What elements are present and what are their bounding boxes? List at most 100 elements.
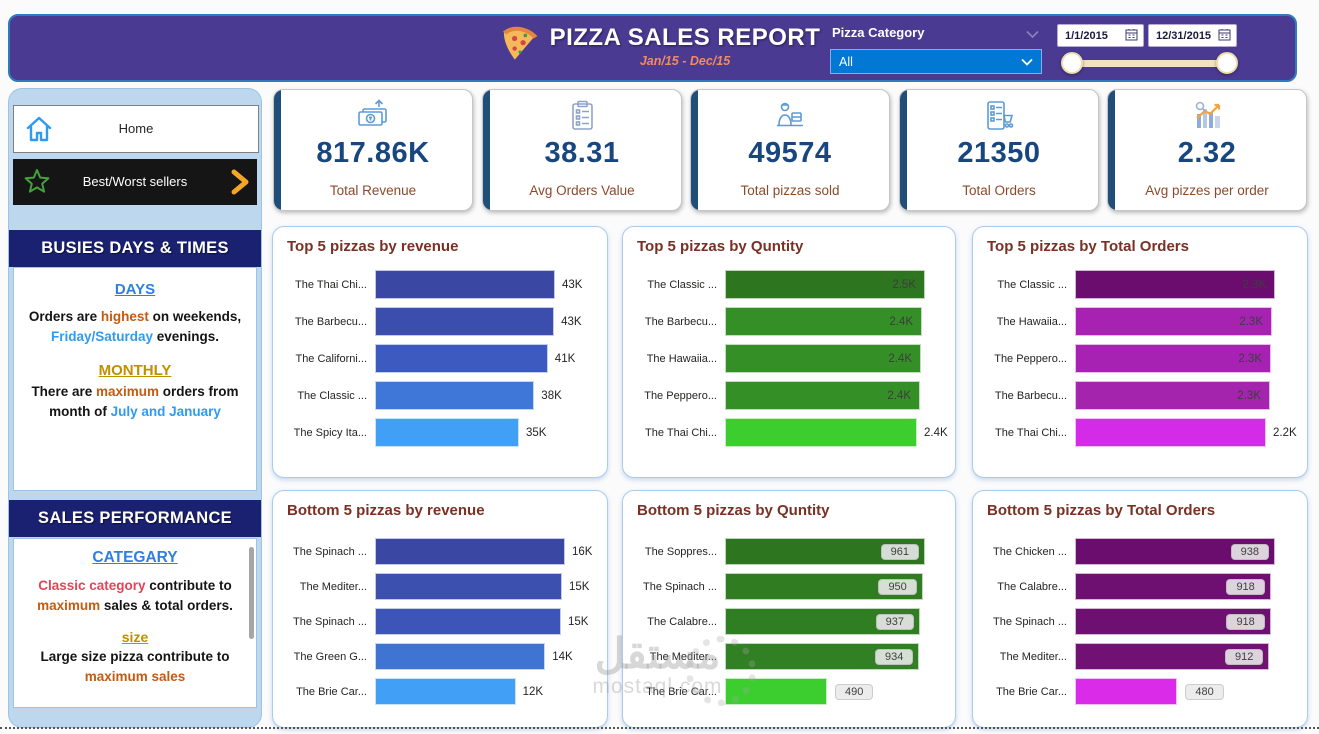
chart-title: Top 5 pizzas by Quntity bbox=[637, 238, 804, 255]
days-insight-text: Orders are highest on weekends, Friday/S… bbox=[24, 307, 246, 348]
bar-track: 15K bbox=[375, 573, 589, 600]
bar[interactable]: 918 bbox=[1075, 573, 1271, 600]
bar[interactable]: 2.3K bbox=[1075, 307, 1272, 336]
category-insight-text: Classic category contribute to maximum s… bbox=[24, 576, 246, 617]
slider-handle-end[interactable] bbox=[1216, 52, 1238, 74]
date-range-slider-track[interactable] bbox=[1072, 60, 1228, 67]
analytics-chart-icon bbox=[1108, 98, 1306, 134]
best-worst-sellers-button[interactable]: Best/Worst sellers bbox=[13, 159, 257, 205]
bar-category-label: The Peppero... bbox=[644, 389, 717, 402]
bar-category-label: The Hawaiia... bbox=[996, 315, 1067, 328]
bar[interactable] bbox=[725, 418, 917, 447]
bar[interactable] bbox=[725, 678, 827, 705]
bar[interactable] bbox=[375, 418, 519, 447]
kpi-accent-bar bbox=[900, 90, 907, 210]
bar-track: 2.4K bbox=[725, 381, 925, 410]
chart-row: The Calabre... 918 bbox=[983, 573, 1307, 600]
kpi-label: Avg Orders Value bbox=[529, 183, 635, 198]
pizza-slice-icon bbox=[497, 19, 543, 65]
bar-category-label: The Barbecu... bbox=[994, 389, 1067, 402]
bar[interactable] bbox=[375, 678, 516, 705]
chart-row: The Mediter... 934 bbox=[633, 643, 955, 670]
bar[interactable] bbox=[1075, 418, 1266, 447]
kpi-label: Total Orders bbox=[962, 183, 1036, 198]
bar[interactable] bbox=[375, 608, 561, 635]
slider-handle-start[interactable] bbox=[1061, 52, 1083, 74]
bar[interactable]: 938 bbox=[1075, 538, 1275, 565]
kpi-accent-bar bbox=[483, 90, 490, 210]
bar-value-label: 950 bbox=[878, 578, 917, 595]
bar[interactable]: 2.4K bbox=[725, 344, 921, 373]
bar[interactable]: 961 bbox=[725, 538, 925, 565]
text-segment: Large size pizza contribute to bbox=[40, 648, 230, 664]
chart-row: The Spicy Ita... 35K bbox=[283, 418, 607, 447]
chevron-right-icon bbox=[229, 168, 251, 201]
bar-category-label: The Thai Chi... bbox=[995, 426, 1067, 439]
bar-track: 912 bbox=[1075, 643, 1275, 670]
monthly-heading: MONTHLY bbox=[98, 361, 172, 379]
section-header-sales-performance: SALES PERFORMANCE bbox=[9, 500, 261, 537]
bar-category-label: The Barbecu... bbox=[294, 315, 367, 328]
text-segment: Orders are bbox=[28, 309, 101, 324]
page-bottom-border bbox=[0, 727, 1319, 729]
chart-row: The Green G... 14K bbox=[283, 643, 607, 670]
chart-row: The Mediter... 912 bbox=[983, 643, 1307, 670]
bar-value-label: 2.2K bbox=[1273, 426, 1297, 439]
bar-category-label: The Classic ... bbox=[297, 389, 367, 402]
chart-row: The Thai Chi... 2.4K bbox=[633, 418, 955, 447]
bar[interactable] bbox=[375, 538, 565, 565]
bar[interactable]: 2.4K bbox=[725, 307, 922, 336]
bar-track: 490 bbox=[725, 678, 925, 705]
calendar-icon[interactable] bbox=[1218, 28, 1231, 44]
bar-value-label: 41K bbox=[554, 352, 576, 365]
kpi-card-total-pizzas-sold: 49574 Total pizzas sold bbox=[690, 89, 890, 211]
report-title: PIZZA SALES REPORT bbox=[549, 24, 821, 51]
kpi-accent-bar bbox=[1108, 90, 1115, 210]
text-segment: There are bbox=[31, 383, 96, 399]
end-date-input[interactable]: 12/31/2015 bbox=[1148, 24, 1237, 47]
bar-value-label: 2.4K bbox=[888, 352, 912, 365]
bar[interactable]: 950 bbox=[725, 573, 923, 600]
chart-row: The Spinach ... 15K bbox=[283, 608, 607, 635]
bar-value-label: 918 bbox=[1226, 578, 1265, 595]
size-heading: size bbox=[121, 628, 149, 645]
bar[interactable] bbox=[375, 573, 562, 600]
bar-track: 12K bbox=[375, 678, 565, 705]
order-list-cart-icon bbox=[900, 98, 1098, 134]
bar[interactable]: 2.3K bbox=[1075, 381, 1270, 410]
bar[interactable] bbox=[375, 307, 555, 336]
bar[interactable] bbox=[375, 643, 546, 670]
chart-row: The Brie Car... 12K bbox=[283, 678, 607, 705]
kpi-card-total-orders: 21350 Total Orders bbox=[899, 89, 1099, 211]
chart-row: The Spinach ... 16K bbox=[283, 538, 607, 565]
chart-title: Top 5 pizzas by Total Orders bbox=[987, 238, 1189, 255]
bar[interactable]: 2.3K bbox=[1075, 270, 1275, 299]
chart-top-5-total-orders: Top 5 pizzas by Total Orders The Classic… bbox=[972, 226, 1308, 478]
calendar-icon[interactable] bbox=[1125, 28, 1138, 44]
chart-bottom-5-revenue: Bottom 5 pizzas by revenue The Spinach .… bbox=[272, 490, 608, 728]
bar[interactable] bbox=[375, 344, 548, 373]
bar-category-label: The Soppres... bbox=[644, 545, 717, 558]
bar-value-label: 12K bbox=[522, 685, 544, 698]
bar[interactable]: 2.4K bbox=[725, 381, 920, 410]
bar[interactable]: 934 bbox=[725, 643, 920, 670]
bar-category-label: The Calabre... bbox=[647, 615, 717, 628]
home-button[interactable]: Home bbox=[13, 105, 259, 153]
bar-rows: The Classic ... 2.3K The Hawaiia... 2.3K The… bbox=[973, 255, 1307, 447]
bar[interactable] bbox=[1075, 678, 1178, 705]
bar-category-label: The Californi... bbox=[295, 352, 367, 365]
chart-row: The Brie Car... 490 bbox=[633, 678, 955, 705]
bar[interactable]: 912 bbox=[1075, 643, 1270, 670]
bar[interactable]: 2.3K bbox=[1075, 344, 1271, 373]
bar[interactable] bbox=[375, 381, 535, 410]
bar-rows: The Soppres... 961 The Spinach ... 950 The C… bbox=[623, 519, 955, 705]
bar[interactable]: 937 bbox=[725, 608, 920, 635]
slicer-chevron-icon[interactable] bbox=[1026, 26, 1039, 44]
bar-rows: The Chicken ... 938 The Calabre... 918 The S… bbox=[973, 519, 1307, 705]
pizza-category-dropdown[interactable]: All bbox=[830, 49, 1042, 74]
bar[interactable]: 918 bbox=[1075, 608, 1271, 635]
bar[interactable]: 2.5K bbox=[725, 270, 925, 299]
scrollbar-thumb[interactable] bbox=[249, 547, 254, 639]
bar[interactable] bbox=[375, 270, 555, 299]
start-date-input[interactable]: 1/1/2015 bbox=[1057, 24, 1144, 47]
